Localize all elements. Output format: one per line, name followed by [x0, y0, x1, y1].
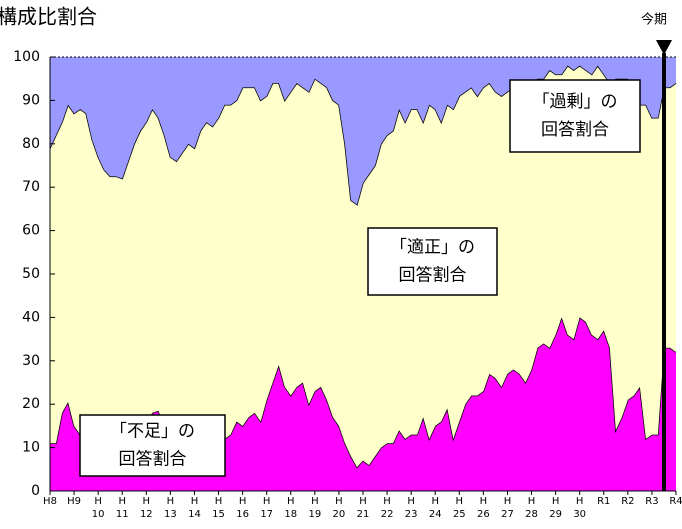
x-tick-label: H 29: [549, 496, 562, 520]
x-tick-label: R2: [621, 496, 634, 507]
x-tick-label: H 27: [501, 496, 514, 520]
x-tick-label: H 18: [284, 496, 297, 520]
x-tick-label: H 16: [236, 496, 249, 520]
x-tick-label: H8: [43, 496, 57, 507]
x-tick-label: H 23: [405, 496, 418, 520]
x-tick-label: H 13: [164, 496, 177, 520]
y-tick-label: 50: [22, 266, 40, 282]
x-tick-label: H 20: [333, 496, 346, 520]
x-tick-label: H 17: [260, 496, 273, 520]
x-tick-label: H 28: [525, 496, 538, 520]
x-tick-label: H 26: [477, 496, 490, 520]
x-tick-label: H9: [67, 496, 81, 507]
x-tick-label: R3: [645, 496, 658, 507]
y-tick-label: 70: [22, 179, 40, 195]
chart-title: 構成比割合: [0, 5, 97, 29]
x-tick-label: H 19: [308, 496, 321, 520]
x-tick-label: H 15: [212, 496, 225, 520]
y-tick-label: 30: [22, 353, 40, 369]
x-tick-label: H 24: [429, 496, 442, 520]
annotation-text: 回答割合: [399, 266, 467, 286]
annotation-box: [367, 227, 498, 296]
current-period-label: 今期: [641, 12, 667, 28]
y-tick-label: 20: [22, 396, 40, 412]
x-tick-label: H 14: [188, 496, 201, 520]
area: [50, 57, 676, 205]
x-tick-label: R1: [597, 496, 610, 507]
x-tick-label: H 10: [92, 496, 105, 520]
y-tick-label: 0: [31, 483, 40, 499]
y-tick-label: 40: [22, 309, 40, 325]
y-tick-label: 90: [22, 92, 40, 108]
annotation-text: 「不足」の: [110, 422, 195, 442]
y-tick-label: 60: [22, 223, 40, 239]
x-tick-label: H 22: [381, 496, 394, 520]
x-tick-label: H 30: [573, 496, 586, 520]
annotation-box: [509, 79, 641, 153]
x-tick-label: H 25: [453, 496, 466, 520]
x-tick-label: R4: [669, 496, 682, 507]
annotation-text: 回答割合: [119, 450, 187, 470]
y-tick-label: 10: [22, 440, 40, 456]
current-period-marker: [656, 40, 672, 55]
annotation-text: 回答割合: [541, 120, 609, 140]
annotation-box: [79, 414, 226, 477]
y-tick-label: 80: [22, 136, 40, 152]
x-tick-label: H 11: [116, 496, 129, 520]
area: [50, 65, 676, 468]
y-tick-label: 100: [13, 49, 40, 65]
x-tick-label: H 21: [357, 496, 370, 520]
annotation-text: 「過剰」の: [533, 92, 618, 112]
x-tick-label: H 12: [140, 496, 153, 520]
annotation-text: 「適正」の: [390, 238, 475, 258]
